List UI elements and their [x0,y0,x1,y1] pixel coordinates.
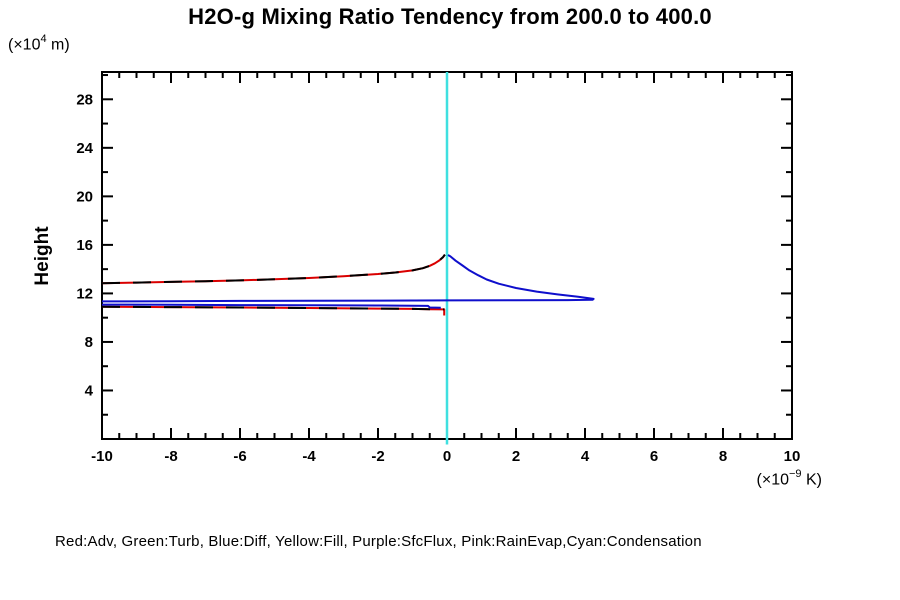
y-tick-label: 24 [76,140,93,157]
y-tick-label: 4 [85,382,94,399]
y-unit-suffix: m) [46,36,70,54]
x-tick-label: 2 [512,448,520,465]
total-black-dashed-upper-line [101,254,446,285]
y-tick-label: 20 [76,188,93,205]
x-tick-label: -2 [371,448,384,465]
y-tick-label: 8 [85,334,93,351]
x-tick-label: 10 [784,448,801,465]
chart-title: H2O-g Mixing Ratio Tendency from 200.0 t… [188,4,712,29]
y-tick-label: 28 [76,91,93,108]
x-tick-label: 0 [443,448,451,465]
total-black-dashed-lower-line [101,305,445,311]
x-tick-label: -10 [91,448,113,465]
y-axis-unit-label: (×104 m) [8,33,70,54]
x-tick-label: 8 [719,448,727,465]
legend-text: Red:Adv, Green:Turb, Blue:Diff, Yellow:F… [55,533,702,550]
x-tick-label: 6 [650,448,658,465]
x-axis-unit-label: (×10−9 K) [712,468,822,489]
x-unit-suffix: K) [801,471,822,489]
x-tick-label: -4 [302,448,316,465]
adv-red-lower-line [101,305,446,316]
y-tick-label: 12 [76,285,93,302]
diff-blue-main-line [101,254,595,303]
diff-blue-lower-line [101,303,441,309]
y-tick-label: 16 [76,237,93,254]
x-tick-label: 4 [581,448,590,465]
x-tick-label: -6 [233,448,246,465]
x-unit-prefix: (×10 [756,471,789,489]
x-tick-label: -8 [164,448,177,465]
y-unit-prefix: (×10 [8,36,41,54]
x-unit-exponent: −9 [789,468,802,480]
y-unit-exponent: 4 [40,33,47,45]
adv-red-upper-line [101,254,446,285]
